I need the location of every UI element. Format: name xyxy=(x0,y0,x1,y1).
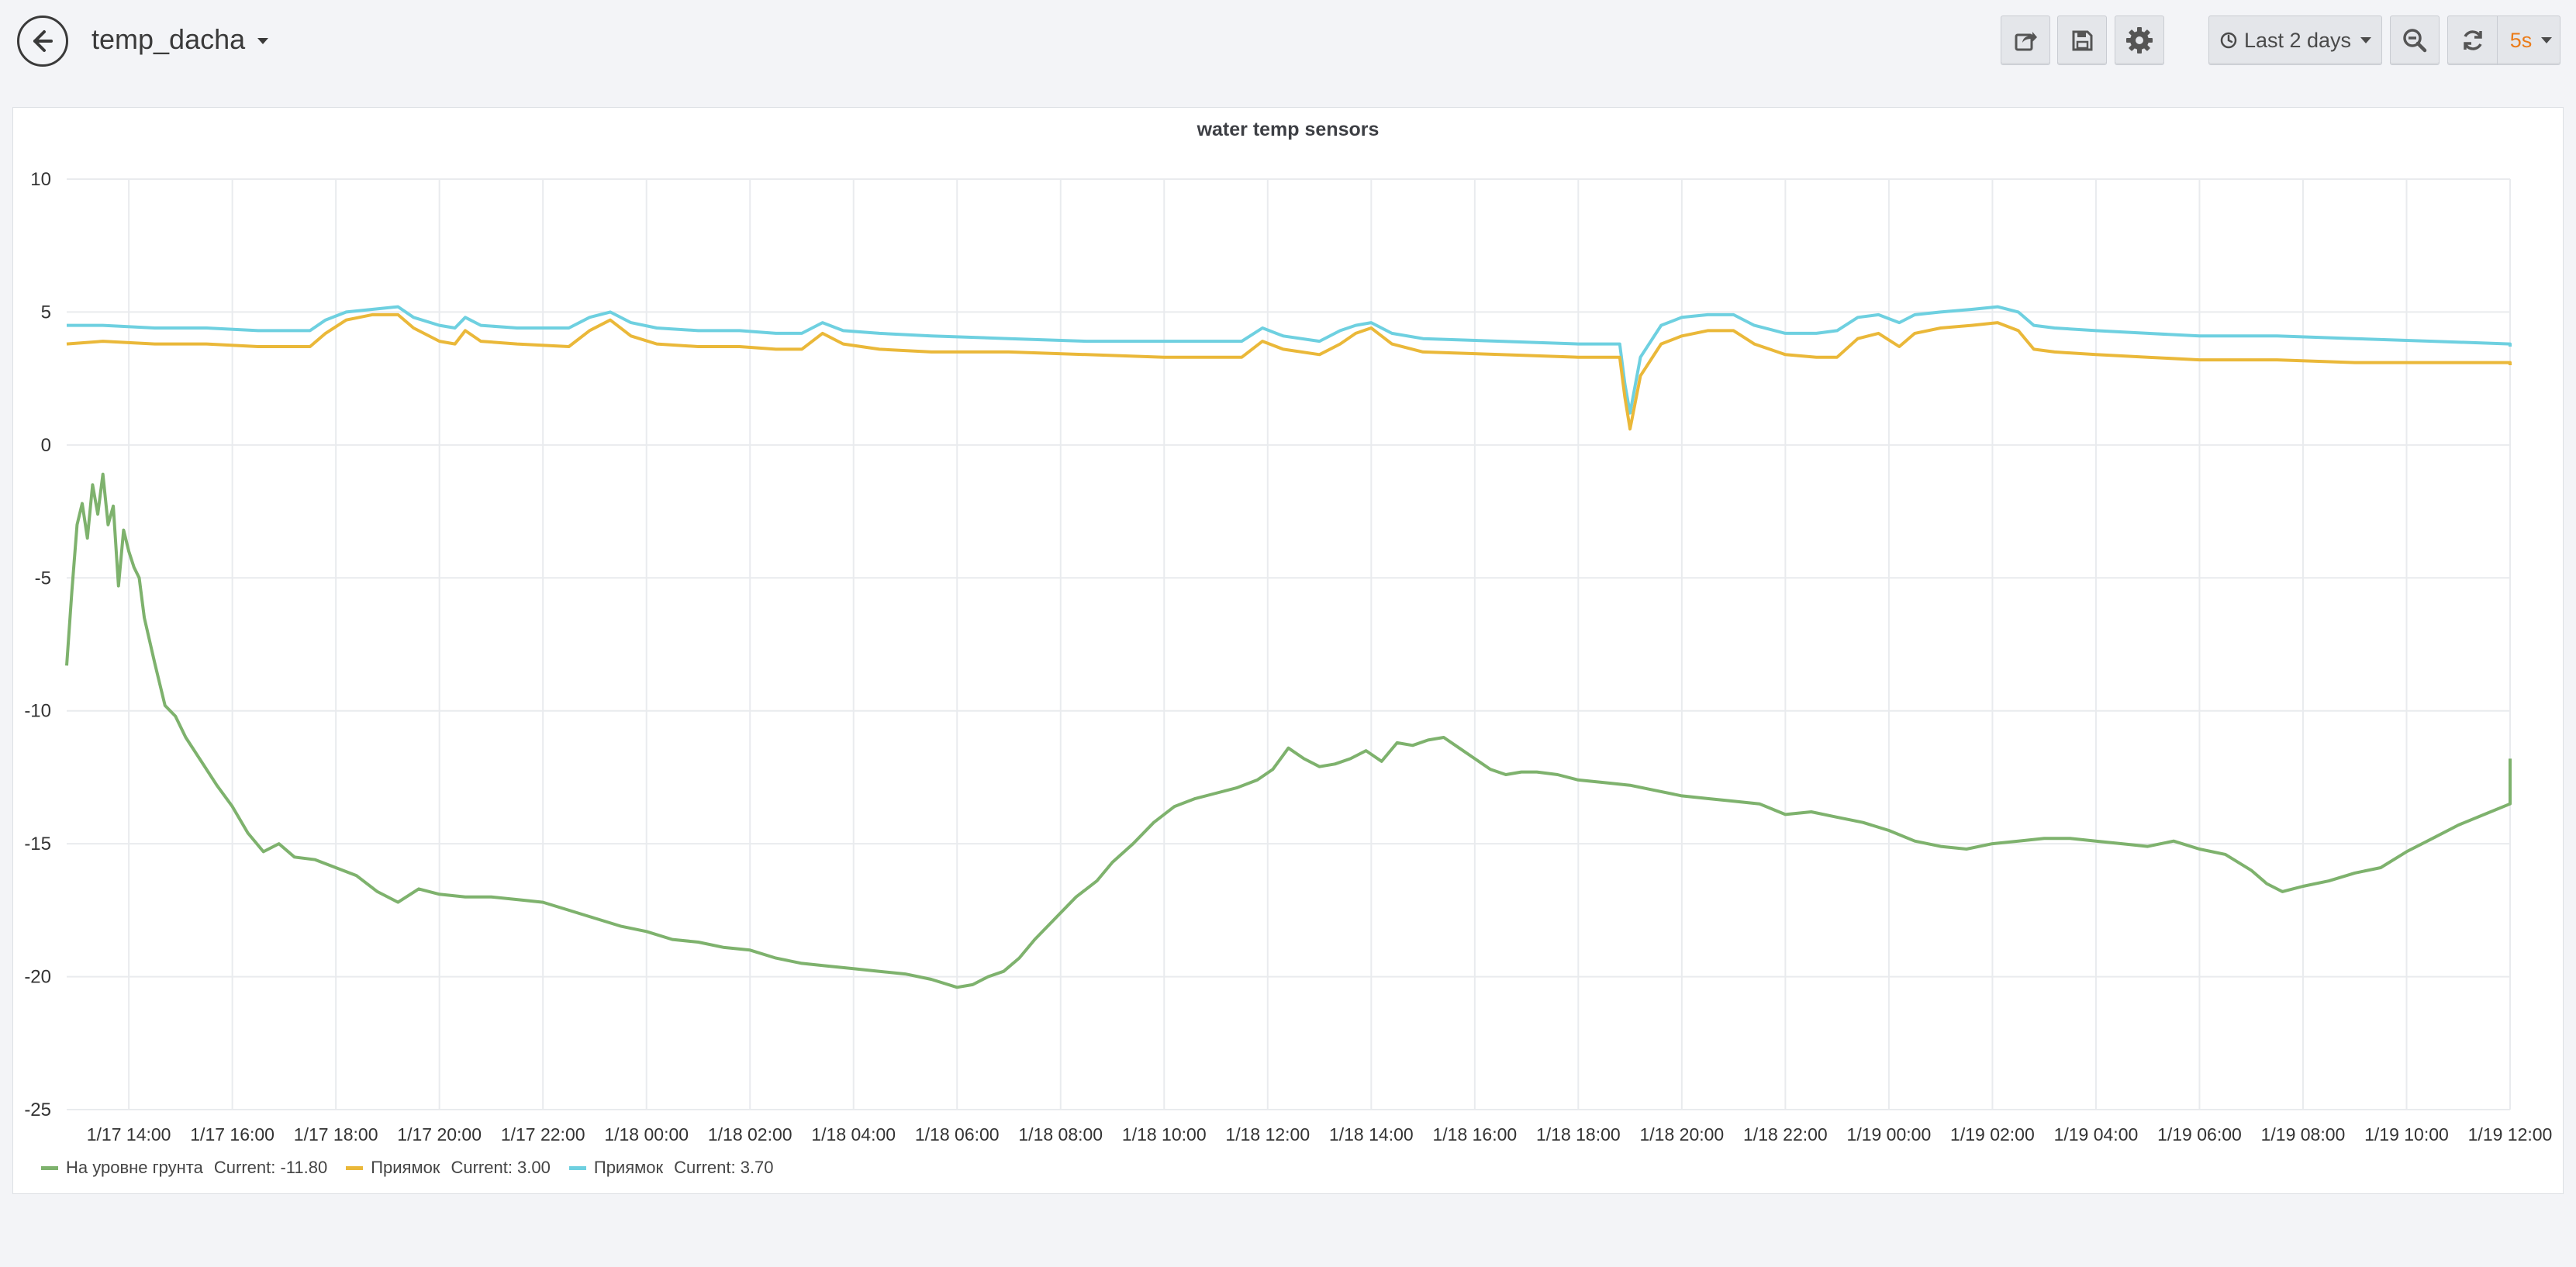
y-tick-label: 10 xyxy=(30,169,51,190)
y-tick-label: -5 xyxy=(35,568,51,589)
x-tick-label: 1/17 22:00 xyxy=(501,1124,585,1144)
series-line xyxy=(65,472,2512,989)
y-tick-label: -15 xyxy=(24,834,51,854)
x-tick-label: 1/18 22:00 xyxy=(1743,1124,1828,1144)
x-tick-label: 1/19 00:00 xyxy=(1847,1124,1932,1144)
legend-item[interactable]: На уровне грунта Current: -11.80 xyxy=(41,1158,327,1178)
x-tick-label: 1/18 16:00 xyxy=(1432,1124,1517,1144)
caret-down-icon xyxy=(257,38,269,45)
series-line xyxy=(66,312,2512,431)
x-tick-label: 1/18 10:00 xyxy=(1122,1124,1207,1144)
gear-icon xyxy=(2126,27,2153,54)
x-tick-label: 1/18 06:00 xyxy=(915,1124,1000,1144)
legend-item[interactable]: Приямок Current: 3.70 xyxy=(568,1158,774,1178)
dashboard-title: temp_dacha xyxy=(92,23,246,55)
series-line xyxy=(67,305,2512,415)
x-tick-label: 1/17 20:00 xyxy=(397,1124,482,1144)
legend-current-value: Current: 3.70 xyxy=(674,1158,774,1177)
caret-down-icon xyxy=(2360,37,2372,43)
save-icon xyxy=(2072,30,2093,51)
legend-series-name: На уровне грунта xyxy=(66,1158,203,1177)
y-tick-label: -10 xyxy=(24,701,51,722)
panel-title[interactable]: water temp sensors xyxy=(1196,119,1380,140)
x-tick-label: 1/17 18:00 xyxy=(294,1124,378,1144)
share-icon xyxy=(2015,32,2037,51)
legend-series-name: Приямок xyxy=(371,1158,440,1177)
dashboard-title-dropdown[interactable]: temp_dacha xyxy=(92,23,269,56)
share-dashboard-button[interactable] xyxy=(2001,16,2050,65)
zoom-out-button[interactable] xyxy=(2390,16,2440,65)
x-tick-label: 1/19 06:00 xyxy=(2157,1124,2242,1144)
x-tick-label: 1/19 10:00 xyxy=(2364,1124,2449,1144)
x-tick-label: 1/18 00:00 xyxy=(604,1124,689,1144)
y-tick-label: 0 xyxy=(41,435,51,456)
save-dashboard-button[interactable] xyxy=(2057,16,2107,65)
x-tick-label: 1/18 08:00 xyxy=(1018,1124,1103,1144)
x-tick-label: 1/17 16:00 xyxy=(190,1124,275,1144)
legend-color-swatch xyxy=(41,1165,58,1170)
dashboard-settings-button[interactable] xyxy=(2115,16,2164,65)
y-tick-label: -20 xyxy=(24,967,51,988)
time-range-picker[interactable]: Last 2 days xyxy=(2208,16,2382,65)
temperature-chart[interactable]: 10 5 0 -5 -10 -15 -20 -25 1/17 14:00 1/17 16:00 1/… xyxy=(13,108,2563,1193)
time-range-label: Last 2 days xyxy=(2243,28,2352,52)
y-tick-label: 5 xyxy=(41,302,51,323)
arrow-left-icon xyxy=(33,30,53,52)
x-tick-label: 1/19 12:00 xyxy=(2468,1124,2553,1144)
legend-item[interactable]: Приямок Current: 3.00 xyxy=(346,1158,551,1178)
y-tick-label: -25 xyxy=(24,1100,51,1120)
legend-current-value: Current: -11.80 xyxy=(213,1158,328,1177)
x-tick-label: 1/18 20:00 xyxy=(1640,1124,1725,1144)
x-tick-label: 1/18 02:00 xyxy=(708,1124,792,1144)
back-button[interactable] xyxy=(17,16,68,67)
refresh-interval-picker[interactable]: 5s xyxy=(2497,16,2560,65)
x-tick-label: 1/19 04:00 xyxy=(2054,1124,2139,1144)
x-tick-label: 1/17 14:00 xyxy=(87,1124,171,1144)
x-tick-label: 1/18 04:00 xyxy=(811,1124,896,1144)
x-tick-label: 1/19 02:00 xyxy=(1950,1124,2035,1144)
refresh-icon xyxy=(2463,30,2482,50)
x-tick-label: 1/18 12:00 xyxy=(1225,1124,1310,1144)
caret-down-icon xyxy=(2541,37,2553,43)
x-tick-label: 1/18 18:00 xyxy=(1536,1124,1621,1144)
dashboard-navbar: temp_dacha Last xyxy=(0,0,2576,93)
clock-icon xyxy=(2220,32,2237,49)
refresh-button[interactable] xyxy=(2447,16,2497,65)
chart-legend: На уровне грунта Current: -11.80 Приямок Cu… xyxy=(41,1158,792,1178)
legend-series-name: Приямок xyxy=(593,1158,664,1177)
refresh-interval-label: 5s xyxy=(2509,28,2533,52)
graph-panel: water temp sensors 10 5 0 -5 -10 -15 -20 -25 1/1… xyxy=(12,107,2564,1194)
legend-color-swatch xyxy=(346,1165,364,1170)
legend-current-value: Current: 3.00 xyxy=(451,1158,551,1177)
zoom-out-icon xyxy=(2403,29,2427,53)
legend-color-swatch xyxy=(568,1165,586,1170)
x-tick-label: 1/18 14:00 xyxy=(1329,1124,1414,1144)
x-tick-label: 1/19 08:00 xyxy=(2261,1124,2346,1144)
